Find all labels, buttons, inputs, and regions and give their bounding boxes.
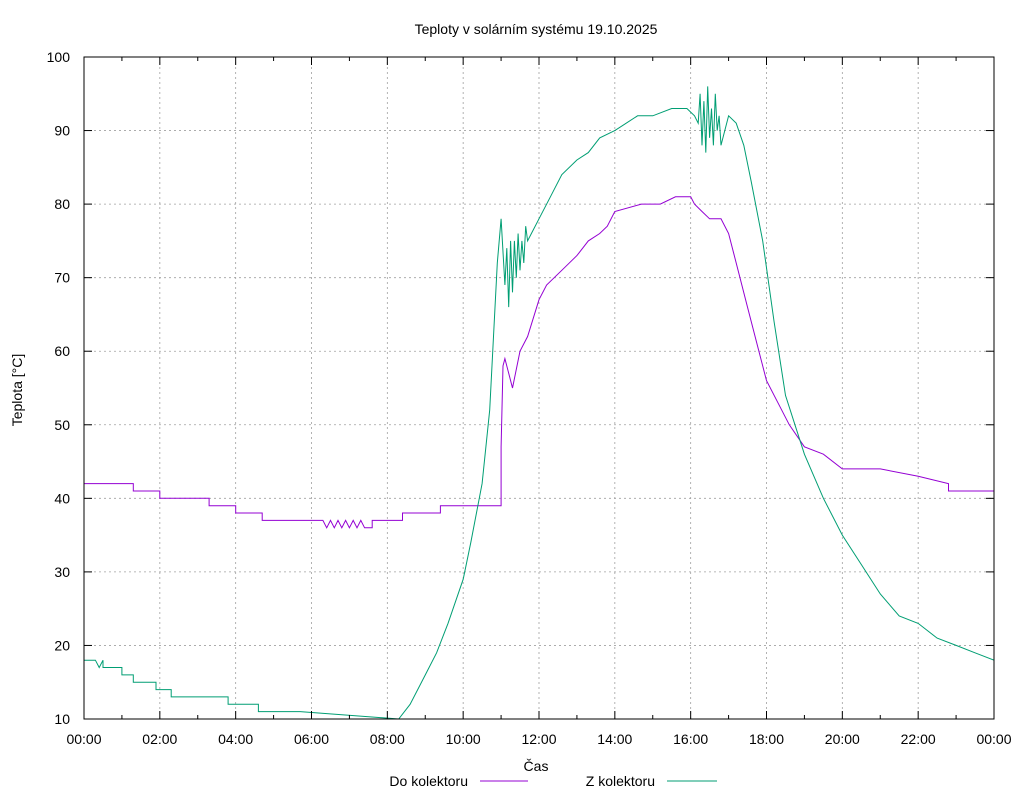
series-line-z-kolektoru [84, 86, 994, 719]
y-tick-label: 70 [54, 270, 70, 286]
axis-ticks [83, 56, 995, 720]
x-tick-label: 06:00 [294, 731, 329, 747]
x-tick-label: 14:00 [597, 731, 632, 747]
x-tick-label: 00:00 [66, 731, 101, 747]
grid-lines [84, 57, 994, 719]
legend-label-do-kolektoru: Do kolektoru [389, 773, 468, 789]
x-tick-labels: 00:00 02:00 04:00 06:00 08:00 10:00 12:00 14:00… [66, 731, 1011, 747]
y-tick-label: 30 [54, 564, 70, 580]
y-tick-label: 20 [54, 637, 70, 653]
series-line-do-kolektoru [84, 196, 994, 529]
x-tick-label: 12:00 [521, 731, 556, 747]
y-tick-label: 10 [54, 711, 70, 727]
x-tick-label: 20:00 [825, 731, 860, 747]
x-tick-label: 10:00 [446, 731, 481, 747]
y-axis-label: Teplota [°C] [9, 354, 25, 427]
y-tick-label: 80 [54, 196, 70, 212]
x-tick-label: 00:00 [976, 731, 1011, 747]
x-tick-label: 18:00 [749, 731, 784, 747]
legend: Do kolektoru Z kolektoru [389, 773, 717, 789]
chart-title: Teploty v solárním systému 19.10.2025 [415, 21, 658, 37]
y-tick-label: 100 [47, 49, 71, 65]
x-tick-label: 16:00 [673, 731, 708, 747]
y-tick-label: 60 [54, 343, 70, 359]
y-tick-label: 50 [54, 417, 70, 433]
x-tick-label: 02:00 [142, 731, 177, 747]
y-tick-labels: 10 20 30 40 50 60 70 80 90 100 [47, 49, 71, 727]
x-tick-label: 08:00 [370, 731, 405, 747]
x-tick-label: 04:00 [218, 731, 253, 747]
y-tick-label: 40 [54, 490, 70, 506]
y-tick-label: 90 [54, 123, 70, 139]
x-axis-label: Čas [524, 758, 549, 774]
x-tick-label: 22:00 [901, 731, 936, 747]
legend-label-z-kolektoru: Z kolektoru [586, 773, 655, 789]
series-lines [84, 86, 994, 719]
